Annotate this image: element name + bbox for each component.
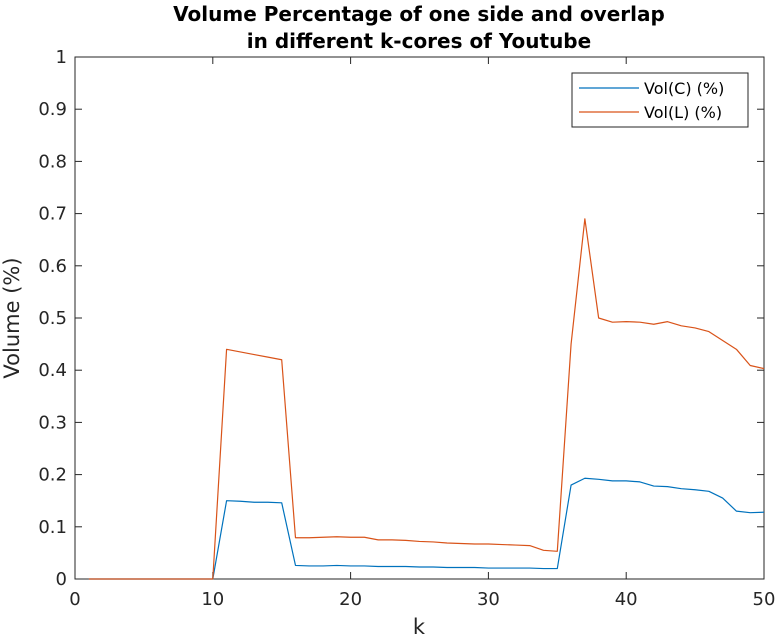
x-tick-label: 0 [69,589,80,610]
y-tick-label: 0.3 [38,412,67,433]
y-tick-label: 0.1 [38,517,67,538]
x-tick-label: 40 [615,589,638,610]
y-tick-label: 0.7 [38,204,67,225]
x-axis-label: k [413,615,426,638]
y-tick-label: 0.6 [38,256,67,277]
chart-title-line-1: Volume Percentage of one side and overla… [173,2,665,26]
x-tick-label: 20 [339,589,362,610]
y-tick-label: 1 [56,47,67,68]
legend-entry-1: Vol(C) (%) [644,79,724,98]
legend: Vol(C) (%) Vol(L) (%) [571,72,749,128]
y-tick-label: 0 [56,569,67,590]
x-tick-label: 50 [753,589,776,610]
y-tick-label: 0.9 [38,99,67,120]
series-line-2 [88,218,765,580]
plot-frame [74,56,765,580]
y-axis-label: Volume (%) [0,257,24,378]
y-tick-label: 0.2 [38,465,67,486]
x-tick-label: 30 [477,589,500,610]
y-tick-label: 0.4 [38,360,67,381]
y-tick-label: 0.5 [38,308,67,329]
plot-area: 0 10 20 30 40 50 0 0.1 0.2 0.3 0.4 0.5 0.6 0.7 0.8 0.9 1 [38,47,775,610]
x-tick-label: 10 [201,589,224,610]
y-tick-label: 0.8 [38,151,67,172]
legend-box [571,72,749,128]
legend-entry-2: Vol(L) (%) [644,103,722,122]
chart-title-line-2: in different k-cores of Youtube [247,29,591,53]
